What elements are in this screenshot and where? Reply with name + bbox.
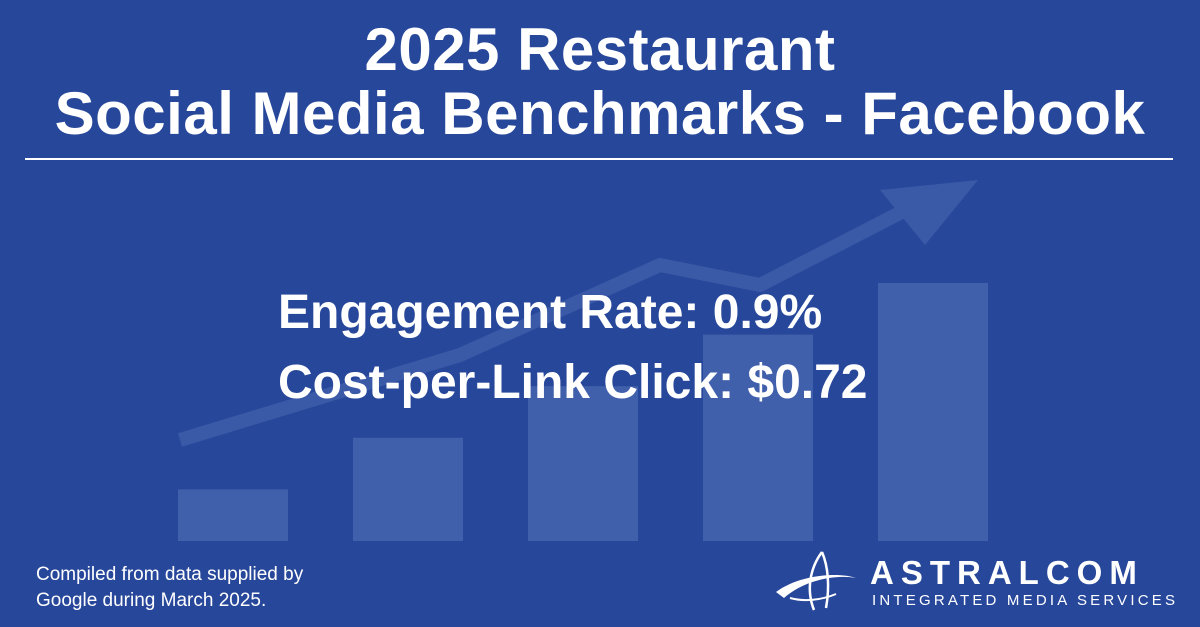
growth-bars: [178, 283, 988, 541]
growth-bar: [703, 334, 813, 541]
footnote-line-1: Compiled from data supplied by: [36, 564, 304, 585]
engagement-rate-stat: Engagement Rate: 0.9%: [278, 286, 823, 339]
astralcom-logo: ASTRALCOM INTEGRATED MEDIA SERVICES: [770, 548, 1175, 614]
title-divider: [25, 158, 1173, 160]
footnote-line-2: Google during March 2025.: [36, 590, 267, 611]
growth-bar: [528, 386, 638, 541]
logo-tagline: INTEGRATED MEDIA SERVICES: [872, 592, 1179, 609]
growth-bar: [878, 283, 988, 541]
title-line-2: Social Media Benchmarks - Facebook: [54, 80, 1146, 147]
source-footnote: Compiled from data supplied by Google du…: [36, 562, 303, 614]
benchmark-stats: Engagement Rate: 0.9% Cost-per-Link Clic…: [278, 278, 868, 418]
logo-name: ASTRALCOM: [870, 554, 1144, 591]
growth-bar: [178, 489, 288, 541]
page-title: 2025 Restaurant Social Media Benchmarks …: [0, 18, 1200, 146]
growth-bar: [353, 437, 463, 541]
orbit-swoosh-icon: [776, 551, 856, 611]
cost-per-link-click-stat: Cost-per-Link Click: $0.72: [278, 356, 868, 409]
trend-arrow-icon: [177, 180, 978, 447]
title-line-1: 2025 Restaurant: [364, 16, 836, 83]
